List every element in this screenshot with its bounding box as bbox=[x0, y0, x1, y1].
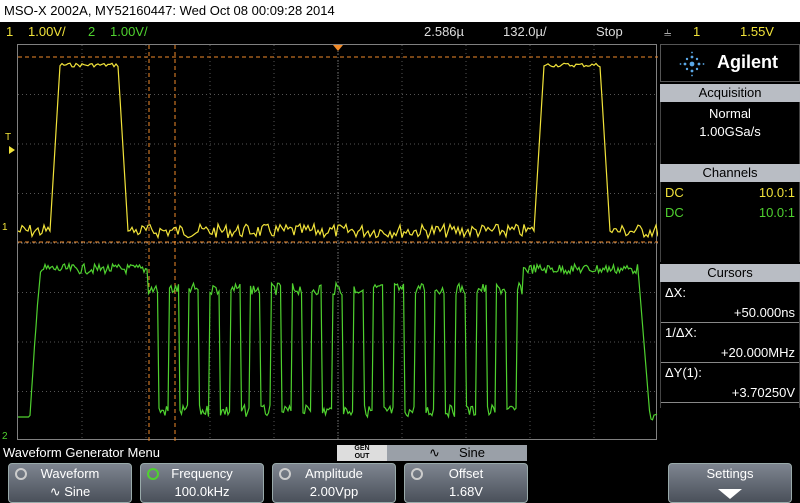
status-bar: 1 1.00V/ 2 1.00V/ 2.586µ 132.0µ/ Stop ⫨ … bbox=[0, 22, 800, 42]
ch2-number[interactable]: 2 bbox=[88, 24, 96, 39]
cursor-inv-label-row: 1/ΔX: bbox=[661, 323, 799, 343]
dy-value: +3.70250V bbox=[731, 385, 795, 400]
softkey-label: Waveform bbox=[40, 466, 100, 481]
softkey-value: 1.68V bbox=[449, 484, 483, 499]
ch2-scale[interactable]: 1.00V/ bbox=[110, 24, 148, 39]
channels-header[interactable]: Channels bbox=[660, 164, 800, 182]
scope-canvas[interactable] bbox=[18, 45, 658, 441]
trigger-arrow-icon bbox=[9, 146, 15, 154]
gen-out-line1: GEN bbox=[354, 445, 370, 452]
softkey-waveform[interactable]: Waveform ∿ Sine bbox=[8, 463, 132, 503]
trigger-marker[interactable]: T bbox=[5, 132, 12, 143]
softkey-label: Frequency bbox=[171, 466, 233, 481]
softkey-amplitude[interactable]: Amplitude 2.00Vpp bbox=[272, 463, 396, 503]
delay-value[interactable]: 132.0µ/ bbox=[503, 24, 547, 39]
cursors-header[interactable]: Cursors bbox=[660, 264, 800, 282]
dx-value: +50.000ns bbox=[733, 305, 795, 320]
trigger-edge-icon: ⫨ bbox=[664, 24, 672, 39]
softkey-value: 100.0kHz bbox=[174, 484, 230, 499]
brand-name: Agilent bbox=[717, 52, 778, 72]
cursor-dx-value-row: +50.000ns bbox=[661, 303, 799, 323]
ch1-trace bbox=[18, 62, 658, 240]
softkey-frequency[interactable]: Frequency 100.0kHz bbox=[140, 463, 264, 503]
gen-waveform-indicator: ∿ Sine bbox=[387, 445, 527, 461]
softkey-offset[interactable]: Offset 1.68V bbox=[404, 463, 528, 503]
run-state[interactable]: Stop bbox=[596, 24, 623, 39]
acquisition-mode: Normal bbox=[709, 106, 751, 121]
knob-icon bbox=[411, 468, 423, 480]
down-arrow-icon bbox=[718, 489, 742, 499]
knob-icon bbox=[279, 468, 291, 480]
channel-row: DC 10.0:1 bbox=[661, 203, 799, 223]
channels-body: DC 10.0:1 DC 10.0:1 bbox=[660, 182, 800, 262]
menu-title: Waveform Generator Menu bbox=[3, 445, 161, 460]
gen-out-indicator[interactable]: GEN OUT bbox=[337, 445, 387, 461]
dy-label: ΔY(1): bbox=[665, 365, 702, 380]
trigger-position-marker bbox=[333, 45, 343, 51]
sample-rate: 1.00GSa/s bbox=[699, 124, 761, 139]
ch2-trace bbox=[18, 261, 658, 421]
ch1-probe: 10.0:1 bbox=[758, 185, 795, 200]
softkey-menu: Waveform Generator Menu GEN OUT ∿ Sine W… bbox=[0, 443, 800, 503]
softkey-value: 2.00Vpp bbox=[309, 484, 359, 499]
instrument-title: MSO-X 2002A, MY52160447: Wed Oct 08 00:0… bbox=[4, 3, 335, 18]
ch2-ground-marker[interactable]: 2 bbox=[2, 431, 8, 442]
ch1-coupling: DC bbox=[665, 185, 684, 200]
dx-label: ΔX: bbox=[665, 285, 686, 300]
ch2-probe: 10.0:1 bbox=[758, 205, 795, 220]
agilent-spark-icon bbox=[679, 51, 705, 77]
knob-icon bbox=[147, 468, 159, 480]
trigger-source[interactable]: 1 bbox=[693, 24, 701, 39]
ch1-number[interactable]: 1 bbox=[6, 24, 14, 39]
title-bar: MSO-X 2002A, MY52160447: Wed Oct 08 00:0… bbox=[0, 0, 800, 22]
cursor-dy-label-row: ΔY(1): bbox=[661, 363, 799, 383]
cursor-inv-value-row: +20.000MHz bbox=[661, 343, 799, 363]
softkey-label: Offset bbox=[448, 466, 484, 481]
knob-icon bbox=[15, 468, 27, 480]
ch1-ground-marker[interactable]: 1 bbox=[2, 222, 8, 233]
sine-wave-icon: ∿ bbox=[429, 445, 440, 460]
trigger-level[interactable]: 1.55V bbox=[740, 24, 774, 39]
cursor-dy-value-row: +3.70250V bbox=[661, 383, 799, 403]
softkey-value: ∿ Sine bbox=[49, 484, 91, 499]
softkey-label: Settings bbox=[706, 466, 754, 481]
channel-row: DC 10.0:1 bbox=[661, 183, 799, 203]
timebase-value[interactable]: 2.586µ bbox=[424, 24, 465, 39]
softkey-settings[interactable]: Settings bbox=[668, 463, 792, 503]
gen-waveform-name: Sine bbox=[459, 445, 486, 460]
cursor-dx-label-row: ΔX: bbox=[661, 283, 799, 303]
acquisition-header[interactable]: Acquisition bbox=[660, 84, 800, 102]
cursors-body: ΔX: +50.000ns 1/ΔX: +20.000MHz ΔY(1): +3… bbox=[660, 282, 800, 408]
inv-dx-label: 1/ΔX: bbox=[665, 325, 697, 340]
softkey-label: Amplitude bbox=[305, 466, 363, 481]
ch1-scale[interactable]: 1.00V/ bbox=[28, 24, 66, 39]
ch2-coupling: DC bbox=[665, 205, 684, 220]
info-panel: Agilent Acquisition Normal 1.00GSa/s Cha… bbox=[660, 44, 800, 440]
waveform-display[interactable] bbox=[17, 44, 658, 441]
acquisition-body: Normal 1.00GSa/s bbox=[660, 102, 800, 164]
gen-out-line2: OUT bbox=[354, 453, 370, 460]
brand-logo: Agilent bbox=[660, 44, 800, 82]
inv-dx-value: +20.000MHz bbox=[720, 345, 795, 360]
